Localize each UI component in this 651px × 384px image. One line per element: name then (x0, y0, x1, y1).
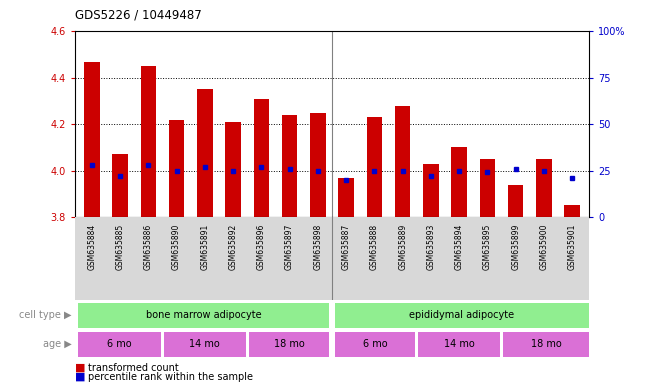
Bar (113, 154, 128, 217)
Bar (339, 177, 354, 217)
Bar (536, 159, 551, 217)
Text: ■: ■ (75, 363, 85, 373)
Bar (164, 332, 246, 356)
Bar (564, 205, 580, 217)
Text: 6 mo: 6 mo (363, 339, 387, 349)
Text: GSM635899: GSM635899 (511, 223, 520, 270)
Bar (169, 119, 184, 217)
Bar (84, 61, 100, 217)
Text: epididymal adipocyte: epididymal adipocyte (409, 310, 514, 320)
Text: 18 mo: 18 mo (531, 339, 561, 349)
Bar (141, 66, 156, 217)
Text: GSM635893: GSM635893 (426, 223, 436, 270)
Text: 14 mo: 14 mo (189, 339, 220, 349)
Text: cell type ▶: cell type ▶ (19, 310, 72, 320)
Text: GSM635890: GSM635890 (172, 223, 181, 270)
Text: GDS5226 / 10449487: GDS5226 / 10449487 (75, 8, 202, 21)
Text: GSM635900: GSM635900 (540, 223, 548, 270)
Text: GSM635885: GSM635885 (116, 223, 124, 270)
Bar (480, 159, 495, 217)
Bar (254, 99, 269, 217)
Text: GSM635891: GSM635891 (201, 223, 210, 270)
Bar (282, 115, 298, 217)
Text: GSM635889: GSM635889 (398, 223, 407, 270)
Bar (367, 117, 382, 217)
Bar (423, 164, 439, 217)
Text: GSM635898: GSM635898 (313, 223, 322, 270)
Text: 18 mo: 18 mo (273, 339, 304, 349)
Bar (77, 332, 161, 356)
Bar (503, 332, 589, 356)
Text: 14 mo: 14 mo (444, 339, 475, 349)
Text: GSM635892: GSM635892 (229, 223, 238, 270)
Bar (77, 303, 329, 328)
Text: ■: ■ (75, 372, 85, 382)
Bar (197, 89, 213, 217)
Text: GSM635896: GSM635896 (257, 223, 266, 270)
Bar (335, 303, 589, 328)
Text: transformed count: transformed count (88, 363, 178, 373)
Bar (508, 184, 523, 217)
Bar (310, 113, 326, 217)
Text: 6 mo: 6 mo (107, 339, 132, 349)
Bar (335, 332, 415, 356)
Bar (249, 332, 329, 356)
Text: GSM635888: GSM635888 (370, 223, 379, 270)
Text: GSM635897: GSM635897 (285, 223, 294, 270)
Text: percentile rank within the sample: percentile rank within the sample (88, 372, 253, 382)
Text: GSM635901: GSM635901 (568, 223, 577, 270)
Bar (395, 106, 410, 217)
Text: GSM635884: GSM635884 (87, 223, 96, 270)
Text: age ▶: age ▶ (43, 339, 72, 349)
Text: GSM635887: GSM635887 (342, 223, 351, 270)
Bar (418, 332, 500, 356)
Text: bone marrow adipocyte: bone marrow adipocyte (146, 310, 261, 320)
Text: GSM635895: GSM635895 (483, 223, 492, 270)
Text: GSM635886: GSM635886 (144, 223, 153, 270)
Text: GSM635894: GSM635894 (454, 223, 464, 270)
Bar (451, 147, 467, 217)
Bar (225, 122, 241, 217)
